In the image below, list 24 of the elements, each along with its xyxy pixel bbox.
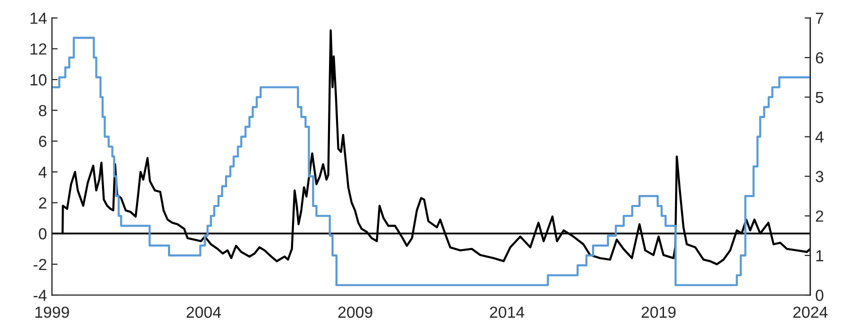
y-tick-label: 14 (30, 12, 47, 24)
x-tick-label: 2009 (338, 306, 372, 318)
y-tick-label: 12 (30, 43, 46, 55)
y2-tick-label: 2 (816, 210, 824, 222)
y-tick-label: -2 (34, 258, 46, 270)
x-tick-label: 1999 (35, 306, 69, 318)
y2-tick-label: 5 (816, 92, 824, 104)
y2-tick-label: 1 (816, 250, 824, 262)
y-tick-label: 2 (39, 197, 46, 208)
y-tick-label: 6 (39, 136, 46, 148)
x-tick-label: 2014 (490, 306, 524, 318)
y2-tick-label: 7 (816, 12, 824, 24)
y2-tick-label: 0 (816, 290, 824, 301)
x-tick-label: 2004 (186, 306, 221, 318)
y-tick-label: 0 (38, 228, 46, 240)
y2-tick-label: 6 (816, 52, 824, 64)
y-tick-label: 4 (38, 166, 47, 178)
y-tick-label: 10 (30, 74, 46, 86)
x-tick-label: 2019 (642, 306, 676, 318)
y2-tick-label: 3 (816, 170, 824, 182)
y2-tick-label: 4 (815, 132, 824, 143)
x-tick-label: 2024 (793, 306, 828, 318)
y-tick-label: -4 (34, 290, 47, 301)
y-tick-label: 8 (38, 104, 46, 116)
